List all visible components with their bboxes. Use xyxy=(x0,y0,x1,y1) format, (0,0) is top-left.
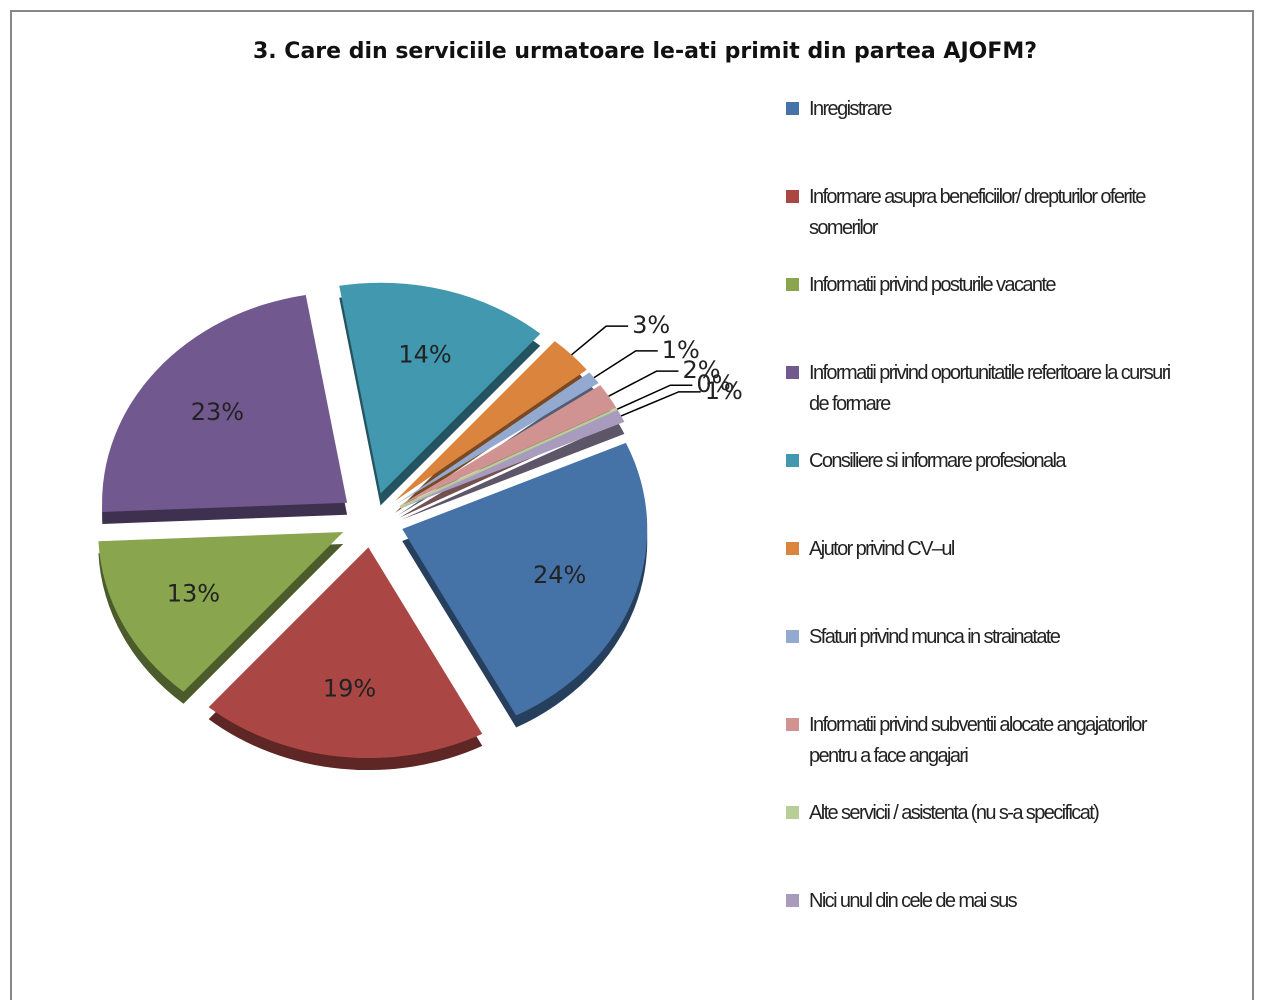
data-label: 24% xyxy=(533,561,586,589)
legend-label: Ajutor privind CV–ul xyxy=(809,538,955,560)
legend-swatch xyxy=(786,102,799,115)
slice xyxy=(395,341,587,501)
leader-line xyxy=(571,325,629,356)
data-label: 23% xyxy=(191,398,244,426)
legend-swatch xyxy=(786,366,799,379)
slice xyxy=(339,282,541,494)
legend-item: Inregistrare xyxy=(786,94,1186,182)
legend-label: Nici unul din cele de mai sus xyxy=(809,890,1018,912)
legend-item: Consiliere si informare profesionala xyxy=(786,446,1186,534)
legend-swatch xyxy=(786,718,799,731)
data-label: 1% xyxy=(705,377,743,405)
slice xyxy=(397,372,599,504)
legend-item: Sfaturi privind munca in strainatate xyxy=(786,622,1186,710)
legend-swatch xyxy=(786,542,799,555)
data-label: 2% xyxy=(683,356,721,384)
slice xyxy=(400,410,625,508)
legend-item: Nici unul din cele de mai sus xyxy=(786,886,1186,974)
legend-item: Informare asupra beneficiilor/ drepturil… xyxy=(786,182,1186,270)
data-label: 19% xyxy=(323,675,376,703)
legend-label: Informatii privind oportunitatile referi… xyxy=(809,362,1171,415)
pie-tops xyxy=(98,282,648,759)
leader-line xyxy=(620,391,701,417)
legend-label: Inregistrare xyxy=(809,98,893,120)
legend-swatch xyxy=(786,278,799,291)
legend-label: Informare asupra beneficiilor/ drepturil… xyxy=(809,186,1146,239)
slice-side xyxy=(400,422,625,520)
data-label: 3% xyxy=(632,311,670,339)
slice xyxy=(402,442,648,716)
chart-frame xyxy=(10,10,1254,1000)
slice xyxy=(399,407,618,509)
chart-title: 3. Care din serviciile urmatoare le-ati … xyxy=(253,39,1037,64)
legend-label: Informatii privind subventii alocate ang… xyxy=(809,714,1147,767)
legend-item: Informatii privind oportunitatile referi… xyxy=(786,358,1186,446)
legend-item: Alte servicii / asistenta (nu s-a specif… xyxy=(786,798,1186,886)
legend-label: Sfaturi privind munca in strainatate xyxy=(809,626,1061,648)
legend-label: Alte servicii / asistenta (nu s-a specif… xyxy=(809,802,1100,824)
slice xyxy=(208,547,483,759)
legend-label: Consiliere si informare profesionala xyxy=(809,450,1066,472)
data-label: 0% xyxy=(696,370,734,398)
legend-swatch xyxy=(786,894,799,907)
legend-swatch xyxy=(786,806,799,819)
data-label: 1% xyxy=(662,336,700,364)
legend: Inregistrare Informare asupra beneficiilo… xyxy=(786,94,1186,974)
data-label: 14% xyxy=(398,340,451,368)
legend-label: Informatii privind posturile vacante xyxy=(809,274,1056,296)
leader-line xyxy=(608,370,679,397)
slice xyxy=(98,532,344,692)
slice xyxy=(102,295,348,512)
leader-line xyxy=(593,350,658,379)
legend-swatch xyxy=(786,630,799,643)
data-label: 13% xyxy=(167,580,220,608)
slice xyxy=(399,385,617,506)
legend-item: Informatii privind posturile vacante xyxy=(786,270,1186,358)
legend-item: Ajutor privind CV–ul xyxy=(786,534,1186,622)
leader-line xyxy=(616,384,693,410)
legend-swatch xyxy=(786,190,799,203)
legend-swatch xyxy=(786,454,799,467)
legend-item: Informatii privind subventii alocate ang… xyxy=(786,710,1186,798)
